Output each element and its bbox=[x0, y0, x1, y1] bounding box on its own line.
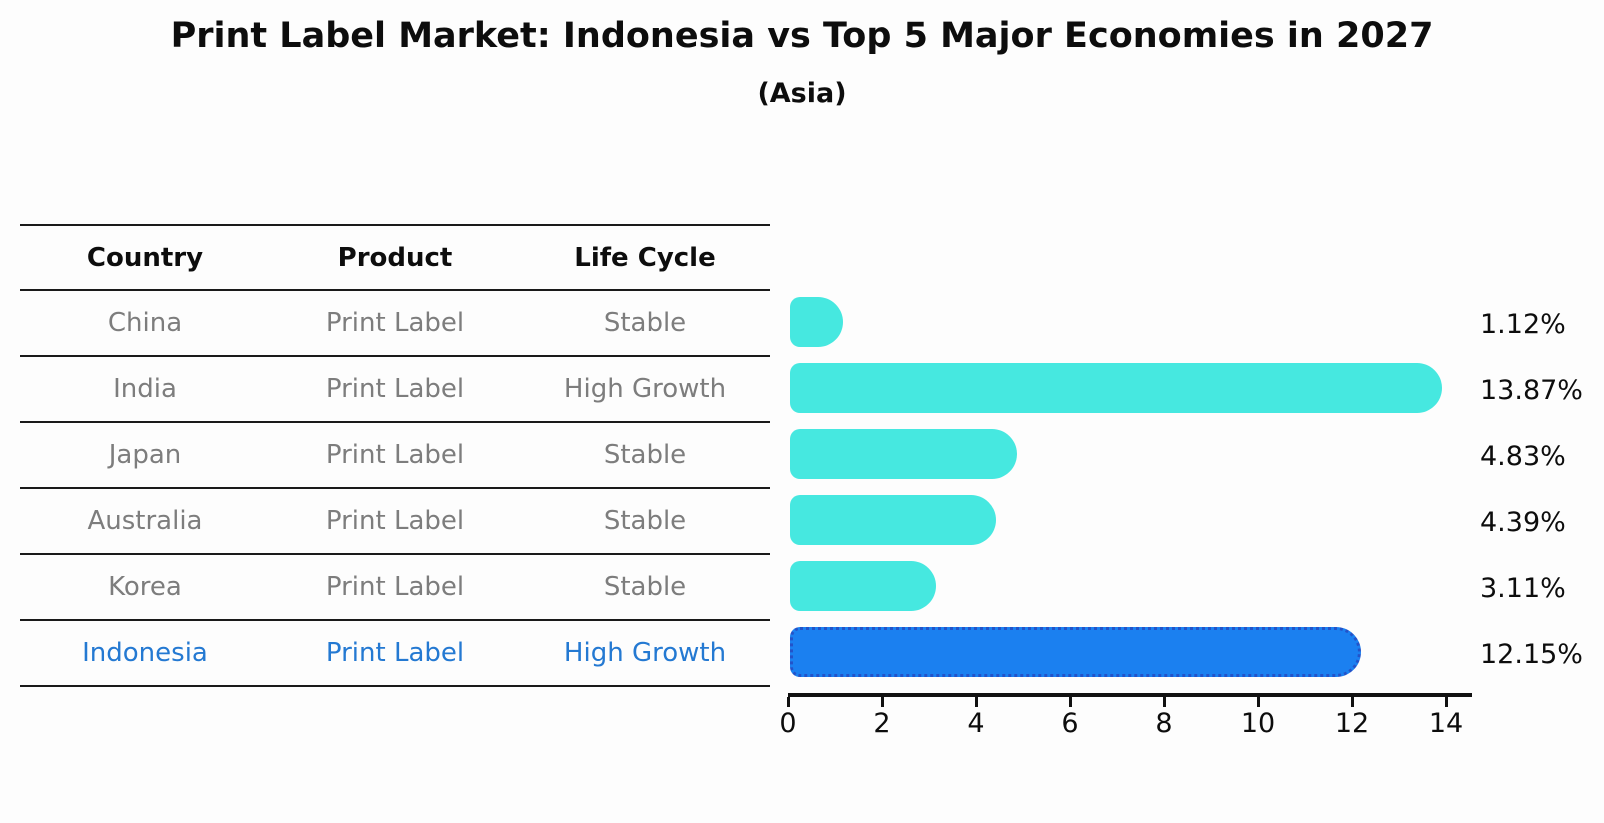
table-row: China Print Label Stable bbox=[20, 291, 770, 357]
life-cycle-cell: Stable bbox=[603, 308, 687, 338]
x-tick-mark bbox=[1257, 697, 1260, 707]
product-cell: Print Label bbox=[325, 308, 465, 338]
x-tick-label: 12 bbox=[1334, 708, 1370, 739]
product-cell: Print Label bbox=[325, 440, 465, 470]
product-cell: Print Label bbox=[325, 506, 465, 536]
x-tick-mark bbox=[975, 697, 978, 707]
country-cell: India bbox=[113, 374, 177, 404]
bar-china bbox=[790, 297, 843, 347]
life-cycle-cell: Stable bbox=[603, 440, 687, 470]
table-row: India Print Label High Growth bbox=[20, 357, 770, 423]
table-row-indonesia: Indonesia Print Label High Growth bbox=[20, 621, 770, 687]
country-cell: China bbox=[107, 308, 183, 338]
column-header-product: Product bbox=[337, 242, 453, 273]
product-cell: Print Label bbox=[325, 638, 465, 668]
x-tick-label: 0 bbox=[779, 708, 797, 739]
bar-japan bbox=[790, 429, 1017, 479]
x-tick-label: 4 bbox=[967, 708, 985, 739]
chart-title: Print Label Market: Indonesia vs Top 5 M… bbox=[170, 16, 1434, 56]
bar-value-label: 1.12% bbox=[1480, 309, 1566, 340]
table-row: Australia Print Label Stable bbox=[20, 489, 770, 555]
x-tick-label: 14 bbox=[1428, 708, 1464, 739]
bar-indonesia bbox=[790, 627, 1361, 677]
bar-value-label: 3.11% bbox=[1480, 573, 1566, 604]
x-tick-mark bbox=[1069, 697, 1072, 707]
product-cell: Print Label bbox=[325, 374, 465, 404]
x-tick-mark bbox=[881, 697, 884, 707]
x-tick-mark bbox=[1351, 697, 1354, 707]
life-cycle-cell: High Growth bbox=[563, 374, 727, 404]
column-header-country: Country bbox=[86, 242, 204, 273]
column-header-life-cycle: Life Cycle bbox=[574, 242, 716, 273]
bar-value-label: 13.87% bbox=[1480, 375, 1583, 406]
country-cell: Korea bbox=[108, 572, 182, 602]
x-axis-line bbox=[788, 693, 1472, 697]
table-header-row: Country Product Life Cycle bbox=[20, 226, 770, 291]
bar-value-label: 4.39% bbox=[1480, 507, 1566, 538]
country-cell: Australia bbox=[87, 506, 203, 536]
table-row: Japan Print Label Stable bbox=[20, 423, 770, 489]
x-tick-label: 10 bbox=[1240, 708, 1276, 739]
bar-value-label: 12.15% bbox=[1480, 639, 1583, 670]
bar-australia bbox=[790, 495, 996, 545]
chart-subtitle: (Asia) bbox=[757, 78, 847, 109]
life-cycle-cell: Stable bbox=[603, 572, 687, 602]
x-tick-label: 2 bbox=[873, 708, 891, 739]
bar-value-label: 4.83% bbox=[1480, 441, 1566, 472]
x-tick-mark bbox=[787, 697, 790, 707]
bar-korea bbox=[790, 561, 936, 611]
x-tick-label: 8 bbox=[1155, 708, 1173, 739]
table-row: Korea Print Label Stable bbox=[20, 555, 770, 621]
country-table: Country Product Life Cycle China Print L… bbox=[20, 224, 770, 687]
x-tick-label: 6 bbox=[1061, 708, 1079, 739]
product-cell: Print Label bbox=[325, 572, 465, 602]
life-cycle-cell: Stable bbox=[603, 506, 687, 536]
life-cycle-cell: High Growth bbox=[563, 638, 727, 668]
country-cell: Indonesia bbox=[82, 638, 208, 668]
bar-india bbox=[790, 363, 1442, 413]
country-cell: Japan bbox=[108, 440, 182, 470]
x-tick-mark bbox=[1163, 697, 1166, 707]
x-tick-mark bbox=[1445, 697, 1448, 707]
